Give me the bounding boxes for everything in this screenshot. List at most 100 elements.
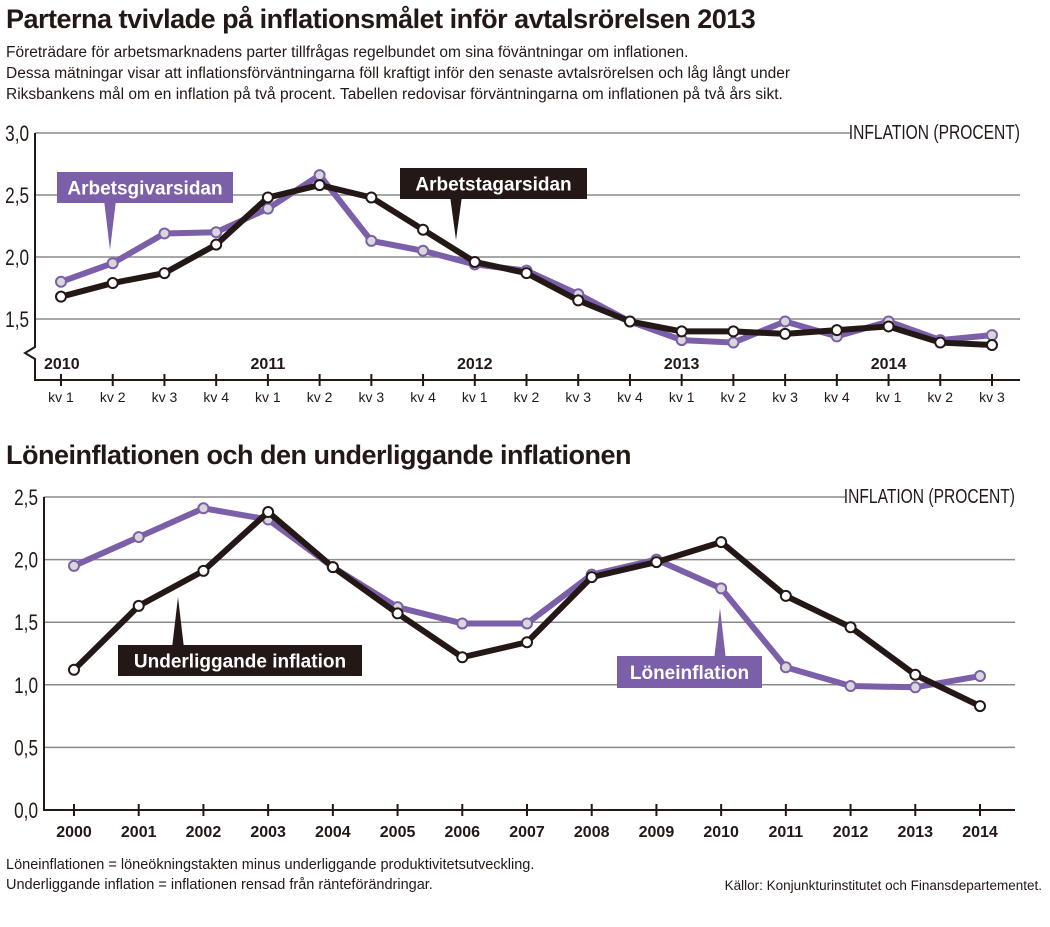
data-point	[882, 320, 895, 333]
data-point	[365, 191, 378, 204]
x-tick-label: kv 2	[100, 389, 126, 405]
legend-box	[400, 168, 587, 199]
x-tick-label: kv 3	[152, 389, 178, 405]
data-point	[986, 329, 998, 342]
data-point	[417, 244, 430, 257]
data-point	[830, 324, 843, 337]
x-tick-label: 2004	[315, 824, 351, 841]
footer-note: Löneinflationen = löneökningstakten minu…	[6, 857, 535, 873]
x-tick-label: 2013	[897, 824, 933, 841]
chart-title: Parterna tvivlade på inflationsmålet inf…	[6, 4, 756, 34]
x-tick-label: kv 3	[772, 389, 798, 405]
y-tick-label: 2,0	[14, 549, 38, 574]
x-tick-label: 2000	[56, 824, 92, 841]
x-tick-label: 2003	[250, 824, 286, 841]
data-point	[521, 617, 533, 630]
data-point	[158, 227, 171, 240]
y-tick-label: 2,5	[5, 184, 29, 209]
data-point	[909, 681, 922, 694]
data-point	[313, 179, 326, 192]
data-point	[715, 536, 728, 549]
x-tick-label: kv 3	[979, 389, 1005, 405]
data-point	[158, 267, 171, 280]
y-tick-label: 2,0	[5, 246, 29, 271]
callout-pointer	[172, 597, 184, 648]
year-label: 2013	[664, 356, 700, 373]
data-point	[934, 336, 947, 349]
x-tick-label: kv 4	[410, 389, 436, 405]
legend-box	[617, 656, 762, 688]
legend-label: Arbetstagarsidan	[415, 175, 571, 196]
data-point	[623, 315, 636, 328]
data-point	[844, 621, 857, 634]
data-point	[262, 506, 275, 519]
legend-label: Underliggande inflation	[134, 652, 346, 673]
data-point	[909, 668, 922, 681]
data-point	[313, 169, 326, 182]
x-tick-label: 2010	[703, 824, 739, 841]
x-tick-label: 2014	[962, 824, 998, 841]
footer-note: Underliggande inflation = inflationen re…	[6, 877, 433, 893]
x-tick-label: kv 1	[255, 389, 281, 405]
data-point	[715, 582, 728, 595]
x-tick-label: 2007	[509, 824, 545, 841]
year-label: 2012	[457, 356, 493, 373]
data-point	[468, 255, 481, 268]
data-point	[520, 267, 533, 280]
x-tick-label: kv 1	[876, 389, 902, 405]
x-tick-label: kv 3	[358, 389, 384, 405]
data-point	[727, 325, 740, 338]
year-label: 2011	[251, 356, 286, 373]
data-point	[675, 325, 688, 338]
data-point	[210, 226, 223, 239]
year-label: 2010	[44, 356, 80, 373]
data-point	[779, 327, 792, 340]
x-tick-label: 2009	[639, 824, 675, 841]
data-point	[261, 202, 274, 215]
data-point	[391, 607, 404, 620]
data-point	[132, 531, 145, 544]
data-point	[779, 315, 792, 328]
y-tick-label: 2,5	[14, 486, 38, 511]
x-tick-label: 2002	[186, 824, 222, 841]
data-point	[210, 238, 223, 251]
data-point	[727, 336, 740, 349]
data-point	[844, 680, 857, 693]
data-point	[521, 636, 533, 649]
x-tick-label: kv 2	[514, 389, 540, 405]
x-tick-label: kv 2	[927, 389, 953, 405]
data-point	[68, 663, 80, 676]
data-point	[650, 556, 663, 569]
data-point	[55, 290, 67, 303]
axis-line	[43, 497, 1015, 811]
axis-line	[23, 133, 1020, 381]
data-point	[779, 661, 792, 674]
callout-pointer	[104, 200, 116, 250]
callout-pointer	[450, 196, 462, 240]
x-tick-label: 2008	[574, 824, 610, 841]
data-point	[779, 589, 792, 602]
data-point	[106, 277, 119, 290]
x-tick-label: 2011	[768, 824, 803, 841]
data-point	[365, 234, 378, 247]
data-point	[132, 599, 145, 612]
data-point	[974, 700, 986, 713]
y-tick-label: 1,0	[14, 674, 38, 699]
x-tick-label: kv 4	[824, 389, 850, 405]
data-point	[261, 191, 274, 204]
data-point	[197, 564, 210, 577]
data-point	[55, 275, 67, 288]
y-tick-label: 3,0	[5, 122, 29, 147]
x-tick-label: kv 3	[565, 389, 591, 405]
x-tick-label: kv 4	[617, 389, 643, 405]
data-point	[417, 223, 430, 236]
x-tick-label: kv 2	[721, 389, 747, 405]
footer-notes: Löneinflationen = löneökningstakten minu…	[6, 855, 534, 895]
x-tick-label: 2005	[380, 824, 416, 841]
source-note: Källor: Konjunkturinstitutet och Finansd…	[724, 878, 1042, 893]
legend-box	[57, 172, 233, 203]
series-line-1	[71, 509, 982, 709]
y-axis-label: INFLATION (PROCENT)	[849, 121, 1020, 143]
legend-box	[118, 645, 362, 676]
